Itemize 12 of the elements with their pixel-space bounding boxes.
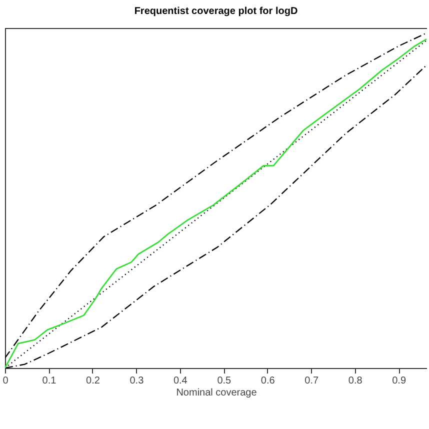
x-tick-label: 0.6 [260, 376, 276, 386]
x-tick-label: 0.2 [86, 376, 100, 386]
x-tick-label: 0.7 [304, 376, 319, 386]
x-tick-label: 0.3 [130, 376, 144, 386]
x-tick-label: 0.5 [217, 376, 232, 386]
x-tick-label: 0.1 [42, 376, 57, 386]
x-tick-label: 0 [2, 376, 9, 386]
x-tick-label: 0.8 [348, 376, 363, 386]
x-axis-title: Nominal coverage [176, 388, 258, 398]
chart-title: Frequentist coverage plot for logD [134, 6, 298, 17]
x-tick-label: 0.9 [392, 376, 406, 386]
x-tick-label: 0.4 [173, 376, 188, 386]
